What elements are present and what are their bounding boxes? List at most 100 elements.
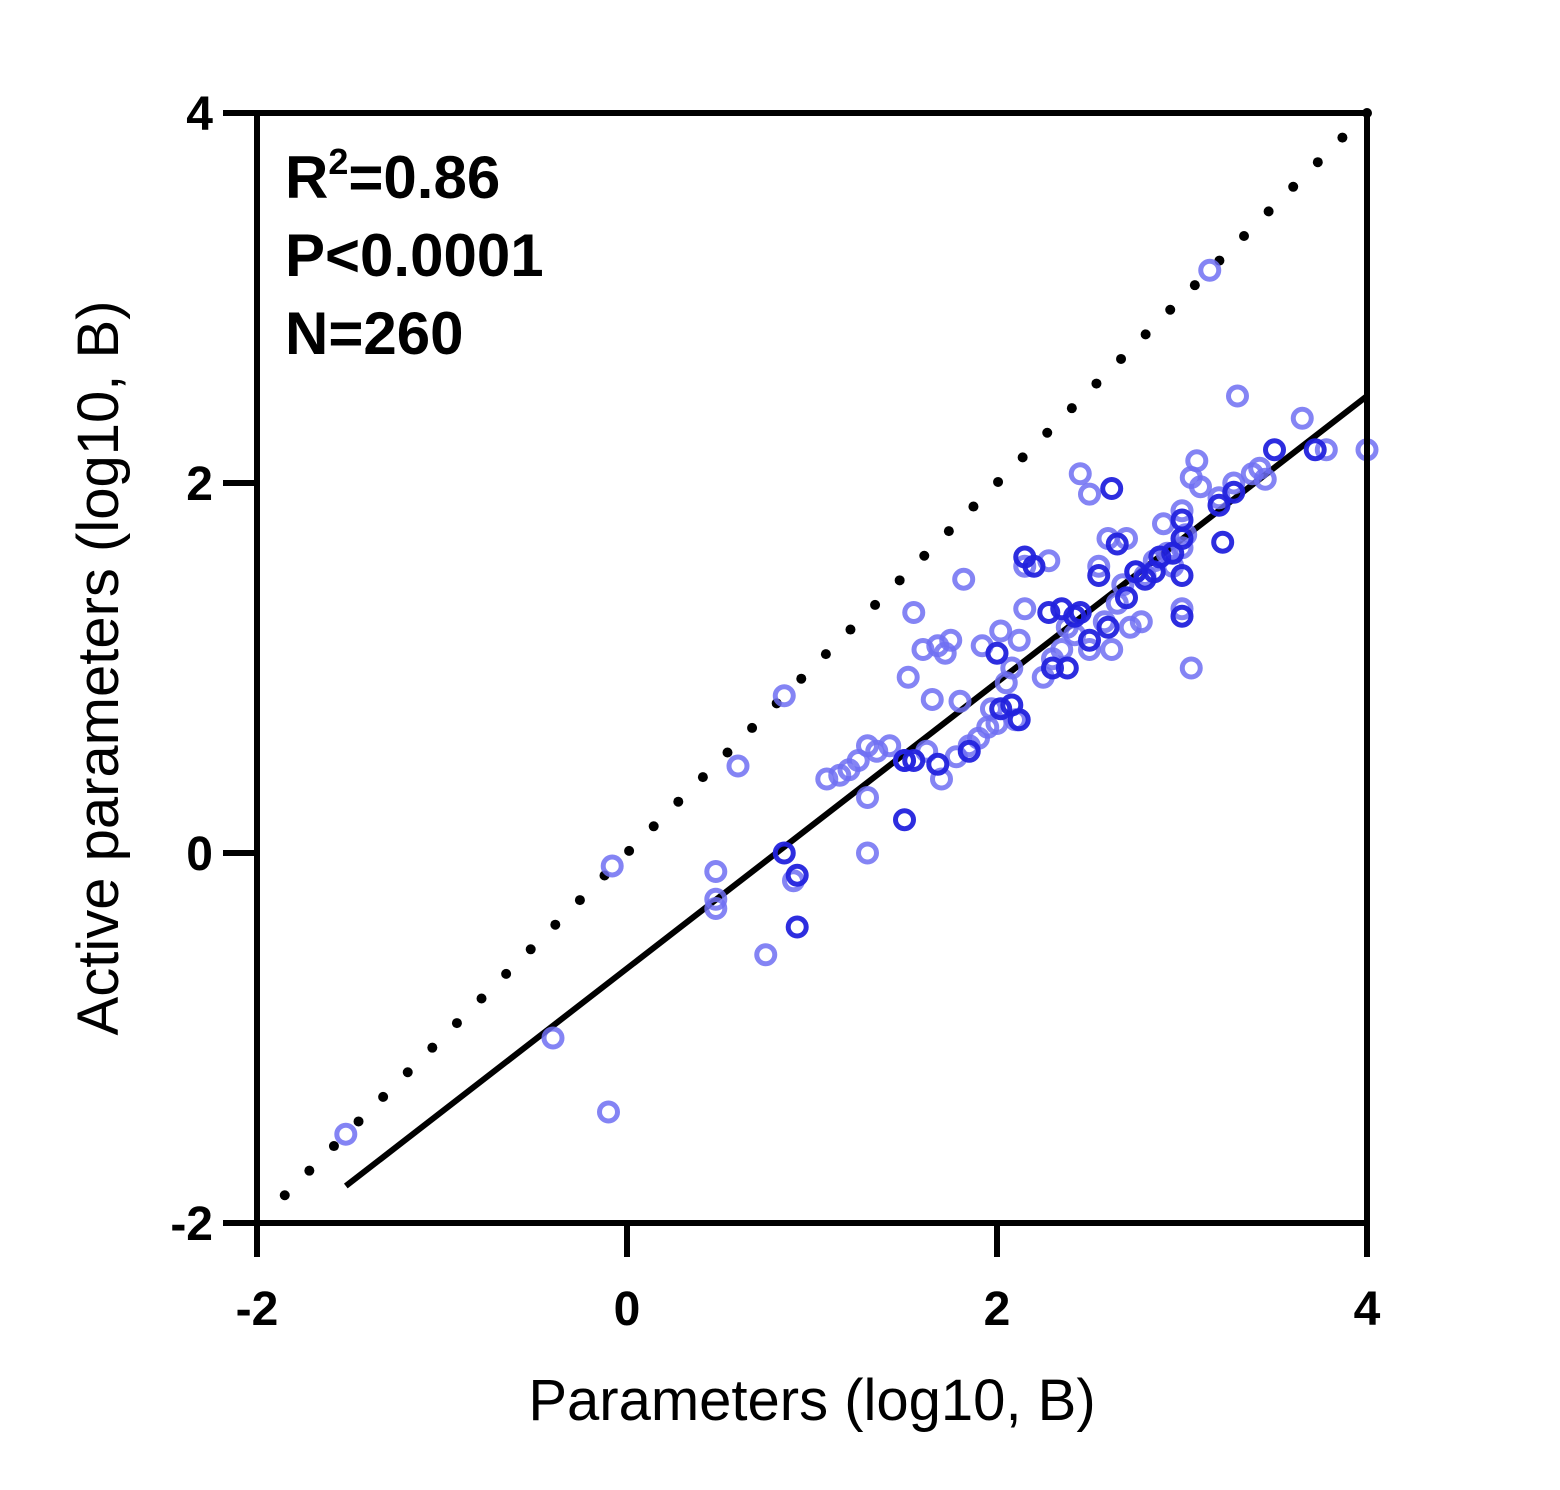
data-point (902, 601, 926, 624)
data-point (1170, 527, 1194, 550)
x-tick-label: 0 (614, 1283, 641, 1336)
data-point (1000, 656, 1024, 680)
data-point (939, 628, 963, 652)
data-point (1170, 564, 1194, 587)
data-point (1078, 482, 1101, 506)
reference-dot (722, 747, 733, 758)
reference-dot (1239, 230, 1250, 241)
data-point (952, 567, 976, 591)
x-tick-label: 4 (1354, 1283, 1381, 1336)
reference-dot (845, 624, 856, 635)
data-point (1129, 610, 1153, 634)
data-point (754, 943, 778, 967)
data-point (1013, 554, 1037, 578)
data-point (1087, 564, 1111, 587)
data-point (1303, 438, 1327, 462)
reference-dot (1312, 157, 1323, 168)
data-point (334, 1122, 358, 1146)
data-point (704, 860, 728, 883)
data-point (989, 697, 1013, 721)
reference-dot (574, 895, 585, 906)
reference-dot (968, 501, 979, 512)
data-point (1198, 258, 1222, 282)
reference-dot (1140, 329, 1151, 340)
data-point (772, 841, 796, 865)
reference-dot (870, 599, 881, 610)
reference-dot (353, 1116, 364, 1127)
reference-dot (919, 550, 930, 561)
reference-dot (1288, 181, 1299, 192)
data-point (989, 619, 1013, 643)
data-point (1037, 601, 1061, 624)
reference-dot (1189, 280, 1200, 291)
reference-dot (1091, 378, 1102, 389)
data-point (1115, 586, 1138, 610)
data-point (1179, 656, 1203, 680)
data-point (856, 841, 879, 865)
data-point (948, 689, 972, 713)
data-point (1096, 615, 1120, 639)
data-point (1189, 475, 1212, 499)
data-point (1118, 615, 1142, 639)
data-point (1055, 656, 1079, 680)
data-point (704, 897, 728, 920)
data-point (600, 854, 624, 878)
reference-dot (993, 476, 1004, 487)
reference-dot (820, 649, 831, 660)
data-point (1248, 456, 1272, 480)
reference-dot (427, 1042, 438, 1053)
data-point (1170, 604, 1194, 628)
data-point (1068, 462, 1092, 486)
x-tick-label: 2 (984, 1283, 1011, 1336)
reference-dot (451, 1018, 462, 1029)
data-point (772, 684, 796, 708)
data-point (1185, 449, 1209, 473)
data-point (1087, 554, 1111, 578)
data-point (1100, 477, 1124, 501)
reference-dot (501, 968, 512, 979)
data-point (1007, 708, 1031, 732)
data-point (1041, 656, 1064, 680)
y-tick-label: 0 (186, 828, 213, 881)
r-squared-superscript: 2 (328, 141, 348, 182)
reference-dot (402, 1067, 413, 1078)
data-point (856, 786, 879, 809)
data-point (704, 887, 728, 911)
data-point (785, 915, 809, 939)
r-squared-annotation: R2=0.86 (285, 141, 500, 211)
x-tick-label: -2 (236, 1283, 279, 1336)
data-point (985, 641, 1009, 665)
reference-dot (747, 722, 758, 733)
data-point (1222, 480, 1246, 504)
data-point (1007, 628, 1031, 652)
data-point (1314, 438, 1338, 462)
reference-dot (1116, 353, 1127, 364)
data-point (926, 752, 950, 776)
reference-dot (1337, 132, 1348, 143)
data-point (726, 754, 750, 778)
reference-dot (279, 1190, 290, 1201)
reference-dot (648, 821, 659, 832)
x-axis-title: Parameters (log10, B) (528, 1368, 1095, 1433)
data-point (1226, 384, 1249, 408)
y-axis-ticks: -2 0 2 4 (170, 88, 257, 1251)
reference-dot (328, 1141, 339, 1152)
y-tick-label: 4 (186, 88, 213, 141)
reference-dot (673, 796, 684, 807)
data-point (896, 665, 920, 689)
reference-dot (796, 673, 807, 684)
y-tick-label: 2 (186, 458, 213, 511)
data-point (1211, 530, 1235, 554)
dark-points-series (772, 438, 1327, 939)
reference-dot (378, 1091, 389, 1102)
data-point (1078, 638, 1101, 661)
data-point (1263, 438, 1286, 462)
data-point (1152, 512, 1175, 536)
data-point (1100, 638, 1124, 661)
p-value-annotation: P<0.0001 (285, 222, 544, 289)
data-point (1078, 628, 1101, 652)
data-point (902, 749, 926, 772)
y-axis-title: Active parameters (log10, B) (66, 301, 131, 1036)
data-point (597, 1100, 620, 1124)
